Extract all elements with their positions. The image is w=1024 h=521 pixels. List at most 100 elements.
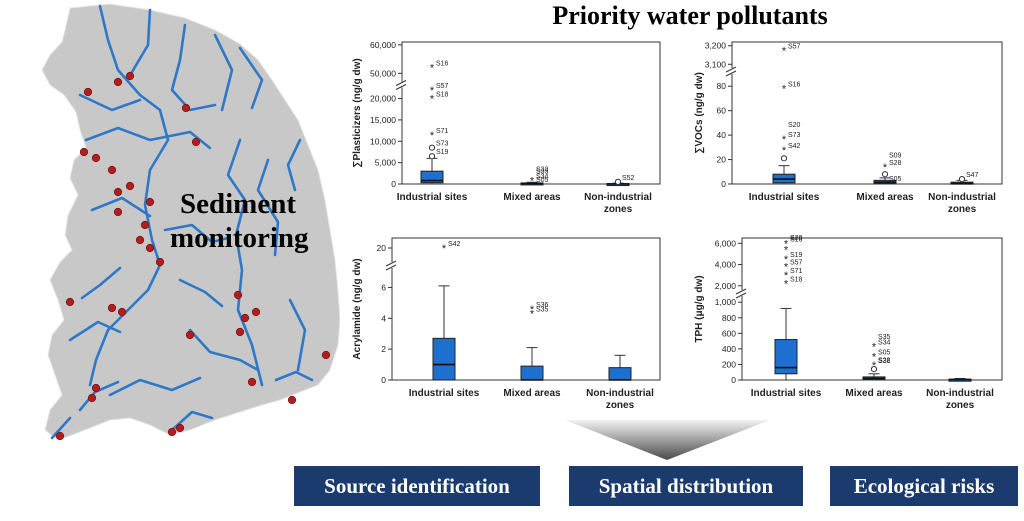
axis-break-mark [395, 80, 407, 90]
outlier-star: * [784, 270, 789, 282]
outlier-star: * [784, 279, 789, 291]
outlier-star: * [430, 85, 435, 97]
outlier-star: * [883, 162, 888, 174]
outlier-star: * [530, 304, 535, 316]
axis-break-gap [388, 262, 397, 268]
y-tick-label: 1,000 [715, 297, 737, 307]
outlier-label: S09 [889, 153, 902, 160]
outlier-label: S20 [790, 235, 803, 242]
y-tick-label: 4 [381, 313, 386, 323]
outlier-label: S42 [448, 241, 461, 248]
box [432, 337, 456, 381]
box [608, 367, 632, 381]
outlier-circle [614, 178, 622, 185]
outlier-star: * [872, 342, 877, 354]
y-tick-label: 0 [381, 375, 386, 385]
outlier-label: S47 [966, 172, 979, 179]
box [774, 339, 798, 375]
y-tick-label: 15,000 [370, 115, 396, 125]
y-axis-label: ∑VOCs (ng/g dw) [694, 72, 705, 154]
plot-frame [731, 41, 1003, 185]
outlier-star: * [782, 145, 787, 157]
acrylamide-boxplot: 0 2 4 6 20 Acrylamide (ng/g dw) Industrial sit… [352, 237, 661, 411]
y-tick-label: 0 [391, 179, 396, 189]
y-tick-label: 10,000 [370, 136, 396, 146]
outlier-circle [870, 366, 878, 373]
y-tick-label: 200 [722, 359, 736, 369]
outlier-label: S57 [788, 43, 801, 50]
map-label-monitoring: monitoring [170, 222, 309, 254]
y-tick-label: 60 [717, 106, 727, 116]
y-axis-label: ∑Plasticizers (ng/g dw) [352, 58, 363, 167]
page-title: Priority water pollutants [552, 1, 828, 30]
outlier-label: S57 [790, 260, 803, 267]
outlier-star: * [784, 238, 789, 250]
outlier-star: * [782, 84, 787, 96]
category-label: Mixed areas [503, 388, 561, 399]
category-label: Industrial sites [751, 388, 822, 399]
down-arrow-icon [565, 420, 770, 460]
outlier-label: S18 [790, 277, 803, 284]
axis-break-gap [398, 81, 407, 88]
outlier-star: * [782, 45, 787, 57]
outlier-label: S16 [436, 61, 449, 68]
y-tick-label: 5,000 [375, 158, 397, 168]
outlier-star: * [784, 254, 789, 266]
outlier-label: S35 [536, 307, 549, 314]
outlier-label: S05 [889, 176, 902, 183]
outlier-label: S57 [436, 83, 449, 90]
outlier-label: S05 [536, 177, 549, 184]
outlier-label: S34 [536, 174, 549, 181]
y-tick-label: 2 [381, 344, 386, 354]
outlier-label: S35 [536, 168, 549, 175]
box [520, 365, 544, 381]
box [420, 170, 444, 184]
y-tick-label: 0 [721, 179, 726, 189]
spatial-distribution-box: Spatial distribution [569, 466, 803, 506]
map-label-sediment: Sediment [180, 188, 296, 220]
outlier-label: S16 [788, 82, 801, 89]
y-tick-label: 40 [717, 130, 727, 140]
ecological-risks-box: Ecological risks [830, 466, 1018, 506]
axis-break-mark [725, 66, 737, 77]
outlier-label: S28 [889, 160, 902, 167]
category-label: Non-industrial [584, 192, 652, 203]
category-label: zones [606, 400, 635, 411]
outlier-label: S20 [788, 122, 801, 129]
outlier-label: S71 [436, 128, 449, 135]
y-tick-label: 20 [717, 155, 727, 165]
axis-break-mark [385, 260, 397, 271]
y-tick-label: 50,000 [370, 68, 396, 78]
vocs-boxplot: 0 20 40 60 80 3,100 3,200 ∑VOCs (ng/g dw) Indust… [694, 41, 1003, 215]
river-network [50, 4, 314, 440]
y-tick-label: 6 [381, 282, 386, 292]
category-label: Non-industrial [586, 388, 654, 399]
category-label: zones [946, 400, 975, 411]
category-label: Industrial sites [749, 192, 820, 203]
category-label: Mixed areas [856, 192, 914, 203]
outlier-label: S36 [878, 358, 891, 365]
y-tick-label: 2,000 [715, 281, 737, 291]
source-identification-box: Source identification [294, 466, 540, 506]
outlier-label: S42 [788, 143, 801, 150]
outlier-label: S18 [436, 92, 449, 99]
outlier-circle [428, 153, 436, 160]
outlier-star: * [530, 309, 535, 321]
y-tick-label: 20 [377, 243, 387, 253]
outlier-star: * [784, 262, 789, 274]
outlier-label: S35 [878, 334, 891, 341]
y-axis-label: TPH (μg/g dw) [694, 275, 705, 342]
outlier-star: * [872, 352, 877, 364]
axis-break-gap [738, 290, 747, 296]
outlier-circle [428, 144, 436, 151]
category-label: zones [948, 204, 977, 215]
sampling-sites [55, 71, 331, 441]
plot-frame [401, 41, 661, 185]
category-label: Mixed areas [503, 192, 561, 203]
outlier-star: * [430, 63, 435, 75]
outlier-label: S73 [436, 141, 449, 148]
outlier-circle [958, 176, 966, 183]
category-label: Non-industrial [926, 388, 994, 399]
outlier-label: S36 [536, 302, 549, 309]
y-tick-label: 0 [731, 375, 736, 385]
